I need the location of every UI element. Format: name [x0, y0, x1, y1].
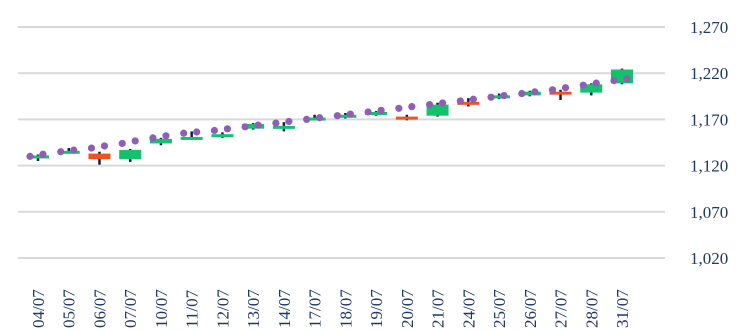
x-tick-label: 28/07	[582, 289, 601, 328]
y-tick-label: 1,020	[690, 249, 728, 268]
trend-dot	[579, 81, 587, 89]
x-tick-label: 19/07	[367, 289, 386, 328]
trend-dot	[531, 88, 539, 96]
candle-body	[457, 101, 480, 105]
x-tick-label: 26/07	[521, 289, 540, 328]
y-axis-ticks: 1,020 1,070 1,120 1,170 1,220 1,270	[690, 18, 728, 268]
x-tick-label: 17/07	[306, 289, 325, 328]
x-tick-label: 12/07	[213, 289, 232, 328]
candle-body	[88, 153, 111, 160]
y-tick-label: 1,170	[690, 110, 728, 129]
x-tick-label: 07/07	[121, 289, 140, 328]
x-tick-label: 10/07	[152, 289, 171, 328]
x-tick-label: 27/07	[552, 289, 571, 328]
x-axis-ticks: 04/07 05/07 06/07 07/07 10/07 11/07 12/07 13/07…	[29, 289, 632, 328]
x-tick-label: 20/07	[398, 289, 417, 328]
trend-dot	[364, 108, 372, 116]
y-tick-label: 1,070	[690, 203, 728, 222]
trend-dot	[610, 76, 618, 85]
trend-dot	[180, 129, 188, 137]
trend-dot	[408, 103, 416, 111]
trend-dot	[223, 125, 232, 133]
trend-dot	[592, 79, 600, 87]
x-tick-label: 25/07	[490, 289, 509, 328]
trend-dot	[395, 104, 403, 112]
candle-body	[149, 138, 172, 144]
candle-body	[242, 124, 265, 129]
candle-body	[488, 95, 511, 99]
trend-dot	[272, 119, 280, 127]
candle-body	[303, 117, 326, 121]
trend-dot	[456, 97, 464, 105]
trend-dot	[39, 150, 47, 158]
candle-body	[580, 84, 603, 93]
trend-dot	[303, 115, 311, 123]
trend-dot	[210, 126, 219, 135]
x-tick-label: 04/07	[29, 289, 48, 328]
candle-body	[395, 116, 418, 120]
trend-dot	[623, 75, 631, 83]
y-tick-label: 1,220	[690, 64, 728, 83]
candle-body	[426, 104, 449, 116]
trend-dot	[469, 95, 477, 103]
x-tick-label: 14/07	[275, 289, 294, 328]
trend-dot	[241, 123, 249, 131]
trend-dot	[425, 101, 434, 109]
candle-body	[549, 91, 572, 95]
trend-dot	[100, 142, 109, 150]
trend-dot	[193, 128, 201, 136]
trend-dot	[131, 137, 139, 145]
x-tick-label: 13/07	[244, 289, 263, 328]
x-tick-label: 31/07	[613, 289, 632, 328]
trend-dot	[548, 86, 557, 94]
trend-dot	[518, 89, 526, 98]
trend-dot	[487, 93, 495, 101]
x-tick-label: 05/07	[60, 289, 79, 328]
trend-dot	[377, 106, 385, 114]
gridlines	[18, 26, 665, 259]
candle-body	[272, 125, 295, 129]
trend-dot	[285, 117, 293, 126]
candle-body	[27, 155, 49, 159]
trend-dot	[118, 139, 126, 148]
trend-dot	[438, 99, 447, 107]
candle-body	[57, 150, 80, 154]
trend-dot	[70, 146, 78, 154]
trend-dot	[316, 114, 324, 122]
x-tick-label: 11/07	[183, 289, 202, 328]
trend-dot	[162, 132, 170, 140]
candle-body	[334, 114, 357, 118]
trend-dot	[57, 148, 65, 156]
candle-body	[365, 112, 388, 116]
x-tick-label: 18/07	[336, 289, 355, 328]
trend-dot	[346, 110, 354, 118]
trend-dot	[87, 144, 96, 152]
candles	[27, 68, 633, 165]
y-tick-label: 1,270	[690, 18, 728, 37]
candle-body	[518, 91, 541, 96]
trend-dot	[500, 91, 508, 100]
trend-dot	[149, 134, 157, 142]
trend-dots	[26, 75, 631, 160]
trend-dot	[561, 84, 570, 92]
x-tick-label: 21/07	[429, 289, 448, 328]
candle-body	[119, 149, 142, 160]
candle-body	[211, 134, 234, 138]
trend-dot	[333, 112, 341, 120]
trend-dot	[254, 121, 262, 129]
x-tick-label: 06/07	[90, 289, 109, 328]
x-tick-label: 24/07	[459, 289, 478, 328]
trend-dot	[26, 152, 34, 160]
candle-body	[180, 136, 203, 140]
y-tick-label: 1,120	[690, 157, 728, 176]
